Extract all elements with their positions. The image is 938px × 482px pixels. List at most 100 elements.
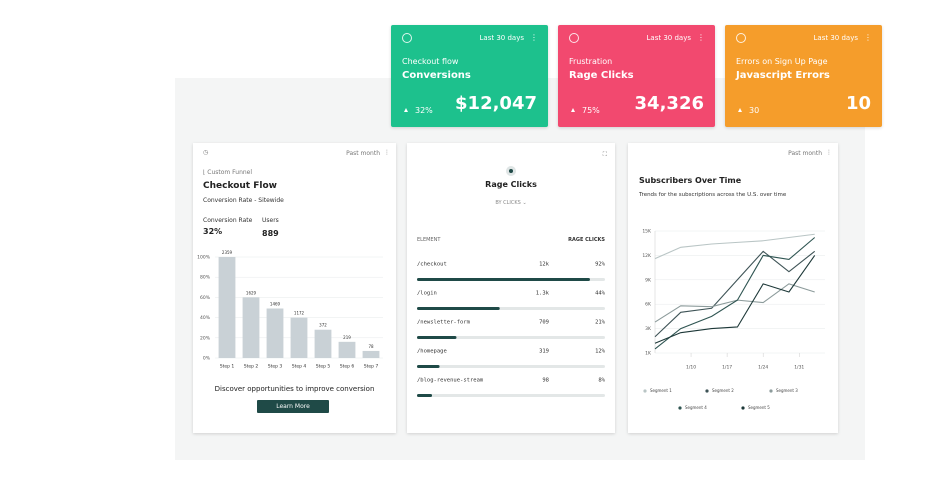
kpi-card: Last 30 days ⋮ Frustration Rage Clicks 75% 34… bbox=[558, 25, 715, 127]
row-element: /login bbox=[417, 291, 437, 297]
y-tick-label: 6K bbox=[645, 302, 652, 308]
x-tick-label: 1/17 bbox=[722, 365, 732, 371]
title: Rage Clicks bbox=[485, 180, 537, 189]
series-line bbox=[654, 255, 816, 344]
funnel-card: 0% 20% 40% 60% 80% 100% 2359 Step 1 1629 Step 2 14… bbox=[193, 143, 396, 433]
subtitle: Errors on Sign Up Page bbox=[736, 57, 828, 66]
row-clicks: 12k bbox=[539, 262, 550, 268]
share-bar bbox=[417, 394, 433, 397]
change: 32% bbox=[415, 106, 433, 115]
expand-icon[interactable]: ⛶ bbox=[602, 151, 607, 158]
clock-icon bbox=[402, 33, 412, 43]
series-line bbox=[654, 250, 816, 338]
period: Past month bbox=[788, 150, 822, 157]
title: Rage Clicks bbox=[569, 70, 634, 81]
row-clicks: 709 bbox=[539, 320, 549, 326]
y-tick-label: 12K bbox=[642, 253, 652, 259]
line-chart: 1K 3K 6K 9K 12K 15K 1/10 1/17 1/24 1/31 Segment 1 S… bbox=[642, 229, 825, 410]
share-bar bbox=[417, 336, 457, 339]
sort-label: BY CLICKS bbox=[495, 200, 521, 206]
menu[interactable]: ⋮ bbox=[697, 33, 705, 42]
y-tick-label: 60% bbox=[200, 295, 211, 301]
column-header: RAGE CLICKS bbox=[568, 237, 605, 243]
row-element: /homepage bbox=[417, 349, 447, 355]
row-element: /newsletter-form bbox=[417, 320, 471, 326]
share-bar bbox=[417, 307, 500, 310]
row-clicks: 1.3k bbox=[536, 291, 550, 297]
legend-swatch bbox=[678, 406, 682, 410]
rage-bars: /checkout 12k 92% /login 1.3k 44% /newsletter-… bbox=[417, 166, 606, 397]
x-tick-label: Step 1 bbox=[220, 364, 235, 370]
bar-count-label: 1469 bbox=[270, 302, 281, 307]
title: Javascript Errors bbox=[736, 70, 830, 81]
row-share: 21% bbox=[595, 320, 606, 326]
y-tick-label: 3K bbox=[645, 326, 652, 332]
y-tick-label: 1K bbox=[645, 351, 652, 357]
y-tick-label: 0% bbox=[203, 356, 211, 362]
clock-icon bbox=[569, 33, 579, 43]
funnel-chart: 0% 20% 40% 60% 80% 100% 2359 Step 1 1629 Step 2 14… bbox=[197, 250, 383, 370]
series-line bbox=[654, 233, 815, 260]
bar-track bbox=[417, 394, 605, 397]
kpi-card: Last 30 days ⋮ Errors on Sign Up Page Javas… bbox=[725, 25, 882, 127]
legend-swatch bbox=[769, 389, 773, 393]
change: 30 bbox=[749, 106, 760, 115]
period: Last 30 days bbox=[646, 34, 691, 42]
value: 10 bbox=[845, 93, 871, 114]
bar bbox=[314, 329, 332, 358]
menu[interactable]: ⋮ bbox=[864, 33, 872, 42]
stat-label: Conversion Rate bbox=[203, 217, 253, 224]
row-element: /blog-revenue-stream bbox=[417, 378, 484, 384]
row-share: 12% bbox=[595, 349, 606, 355]
learn-more-button[interactable]: Learn More bbox=[257, 400, 329, 413]
x-tick-label: Step 4 bbox=[292, 364, 307, 370]
legend-label: Segment 1 bbox=[650, 388, 672, 393]
y-tick-label: 100% bbox=[197, 255, 211, 261]
chart-title: Subscribers Over Time bbox=[639, 176, 742, 185]
bar bbox=[266, 308, 284, 358]
legend-swatch bbox=[643, 389, 647, 393]
legend-label: Segment 4 bbox=[685, 405, 707, 410]
x-tick-label: Step 5 bbox=[316, 364, 331, 370]
bar-count-label: 1172 bbox=[294, 311, 305, 316]
up-arrow bbox=[571, 108, 575, 112]
stat-label: Users bbox=[262, 217, 279, 224]
kpi-card: Last 30 days ⋮ Checkout flow Conversions 32%… bbox=[391, 25, 548, 127]
row-clicks: 98 bbox=[542, 378, 549, 384]
clock-icon: ◷ bbox=[203, 149, 209, 156]
y-tick-label: 9K bbox=[645, 277, 652, 283]
clock-icon bbox=[736, 33, 746, 43]
period: Last 30 days bbox=[479, 34, 524, 42]
legend-label: Segment 3 bbox=[776, 388, 798, 393]
bar-count-label: 2359 bbox=[222, 250, 233, 255]
x-tick-label: Step 6 bbox=[340, 364, 355, 370]
icon bbox=[509, 169, 513, 173]
bar bbox=[218, 257, 236, 358]
stat-value: 32% bbox=[203, 227, 223, 236]
bar-count-label: 219 bbox=[343, 335, 351, 340]
sort-dropdown[interactable]: BY CLICKS ⌄ bbox=[495, 200, 527, 206]
menu[interactable]: ⋮ bbox=[384, 149, 390, 156]
up-arrow bbox=[404, 108, 408, 112]
bar bbox=[290, 317, 308, 358]
kicker-text: Custom Funnel bbox=[207, 169, 253, 176]
legend-swatch bbox=[741, 406, 745, 410]
x-tick-label: 1/31 bbox=[794, 365, 804, 371]
period: Last 30 days bbox=[813, 34, 858, 42]
menu[interactable]: ⋮ bbox=[530, 33, 538, 42]
y-tick-label: 20% bbox=[200, 335, 211, 341]
subtitle: Frustration bbox=[569, 57, 613, 66]
y-tick-label: 80% bbox=[200, 275, 211, 281]
period: Past month bbox=[346, 150, 380, 157]
row-clicks: 319 bbox=[539, 349, 549, 355]
x-tick-label: Step 7 bbox=[364, 364, 379, 370]
bar bbox=[242, 297, 260, 358]
kicker: ⌊ Custom Funnel bbox=[203, 169, 253, 176]
legend-swatch bbox=[705, 389, 709, 393]
bar-count-label: 1629 bbox=[246, 290, 257, 295]
y-tick-label: 40% bbox=[200, 315, 211, 321]
bar-track bbox=[417, 336, 605, 339]
bar bbox=[338, 341, 356, 358]
share-bar bbox=[417, 365, 440, 368]
menu[interactable]: ⋮ bbox=[826, 149, 832, 156]
